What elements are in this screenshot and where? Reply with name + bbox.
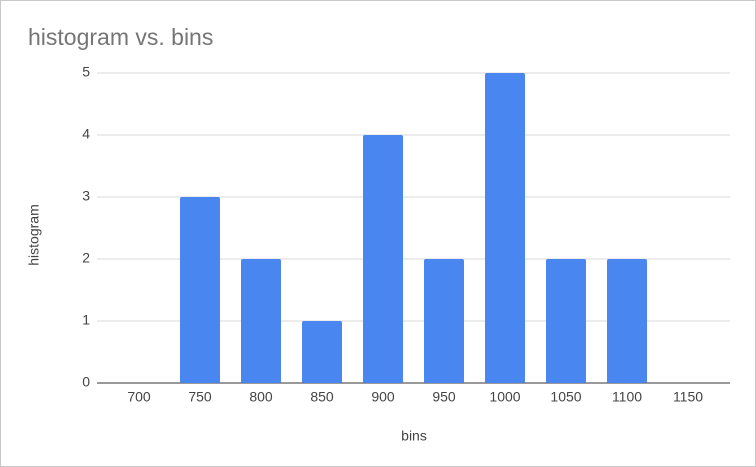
x-tick-label: 700 — [127, 389, 151, 405]
x-tick-label: 1000 — [489, 389, 520, 405]
bar — [302, 321, 342, 383]
bar — [241, 259, 281, 383]
bar — [180, 197, 220, 383]
bar — [546, 259, 586, 383]
x-tick-label: 750 — [188, 389, 212, 405]
bar — [485, 73, 525, 383]
y-tick-label: 1 — [82, 312, 90, 328]
x-tick-label: 800 — [249, 389, 273, 405]
y-tick-label: 4 — [82, 126, 90, 142]
x-tick-label: 1050 — [550, 389, 581, 405]
y-axis-label: histogram — [26, 204, 42, 265]
y-tick-label: 3 — [82, 188, 90, 204]
x-tick-label: 900 — [371, 389, 395, 405]
bar — [424, 259, 464, 383]
x-axis-label: bins — [401, 428, 427, 444]
x-tick-label: 1150 — [673, 389, 703, 405]
bar — [607, 259, 647, 383]
chart-title: histogram vs. bins — [28, 24, 213, 50]
y-tick-label: 0 — [82, 374, 90, 390]
y-tick-label: 5 — [82, 64, 90, 80]
x-tick-label: 850 — [310, 389, 334, 405]
x-tick-label: 1100 — [612, 389, 642, 405]
y-tick-label: 2 — [82, 250, 90, 266]
x-tick-label: 950 — [432, 389, 456, 405]
bar — [363, 135, 403, 383]
